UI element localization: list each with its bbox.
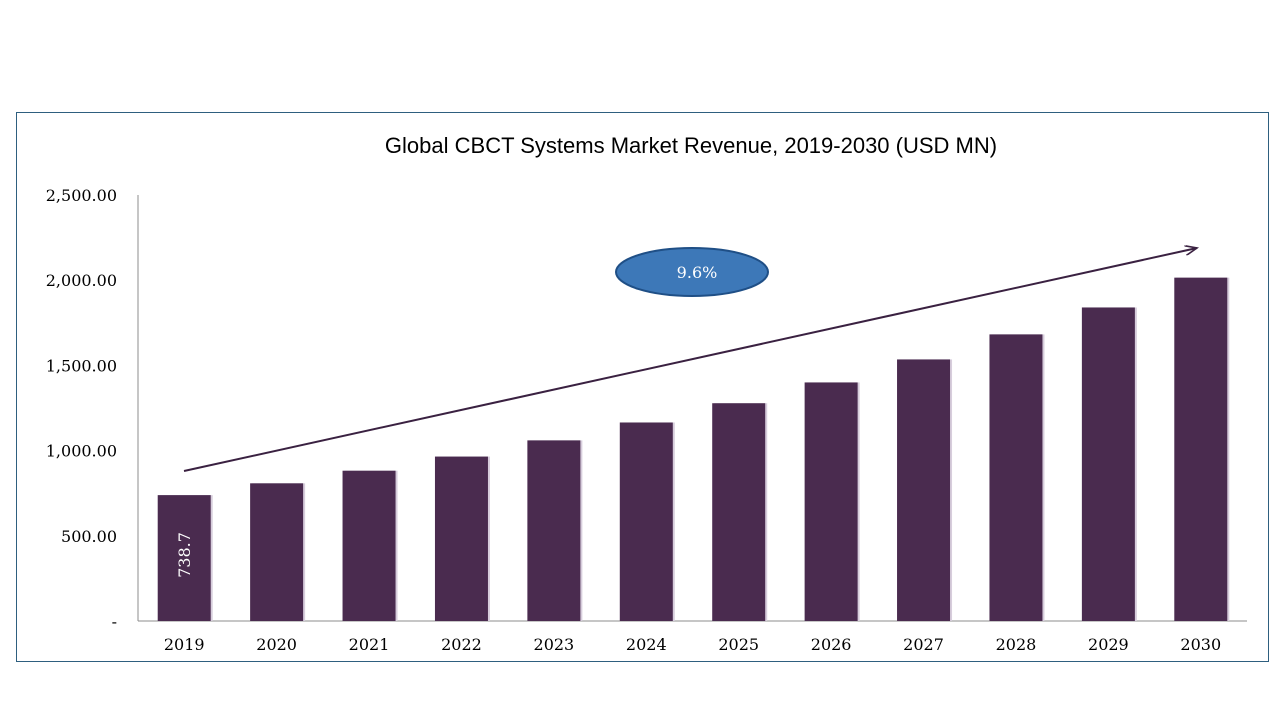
bar-2030 (1174, 277, 1228, 621)
bar-2019 (157, 495, 211, 621)
bar-2026 (804, 382, 858, 621)
bar-2021 (342, 470, 396, 621)
growth-trend-arrow (183, 248, 1197, 472)
x-tick-label: 2026 (811, 635, 852, 654)
bar-2020 (250, 483, 304, 621)
x-tick-label: 2019 (164, 635, 205, 654)
bar-2024 (619, 422, 673, 621)
y-axis-ticks: - 500.00 1,000.00 1,500.00 2,000.00 2,500.00 (46, 186, 117, 631)
x-tick-label: 2025 (718, 635, 759, 654)
bar-2027 (897, 359, 951, 621)
bar-2025 (712, 403, 766, 621)
bar-2028 (989, 334, 1043, 621)
cagr-ellipse (615, 247, 769, 297)
axes (137, 195, 1247, 622)
y-tick-label: 2,500.00 (46, 186, 117, 205)
y-tick-label: - (112, 612, 117, 631)
bar-2022 (434, 456, 488, 621)
x-tick-label: 2029 (1088, 635, 1129, 654)
chart-title: Global CBCT Systems Market Revenue, 2019… (385, 133, 997, 158)
x-tick-label: 2020 (256, 635, 297, 654)
x-tick-label: 2021 (349, 635, 390, 654)
x-tick-label: 2024 (626, 635, 667, 654)
bars (157, 277, 1230, 621)
x-tick-label: 2028 (996, 635, 1037, 654)
x-axis-ticks: 2019 2020 2021 2022 2023 2024 2025 2026 2027 2028… (164, 635, 1221, 654)
data-labels: 738.7 (175, 532, 194, 578)
y-tick-label: 500.00 (61, 527, 117, 546)
y-tick-label: 2,000.00 (46, 271, 117, 290)
x-tick-label: 2027 (903, 635, 944, 654)
y-tick-label: 1,500.00 (46, 356, 117, 375)
bar-2023 (527, 440, 581, 621)
x-tick-label: 2022 (441, 635, 482, 654)
data-label-2019: 738.7 (175, 532, 194, 578)
x-tick-label: 2023 (534, 635, 575, 654)
bar-2029 (1081, 307, 1135, 621)
chart-frame (16, 112, 1269, 662)
x-tick-label: 2030 (1180, 635, 1221, 654)
cagr-label: 9.6% (677, 263, 718, 282)
y-tick-label: 1,000.00 (46, 442, 117, 461)
